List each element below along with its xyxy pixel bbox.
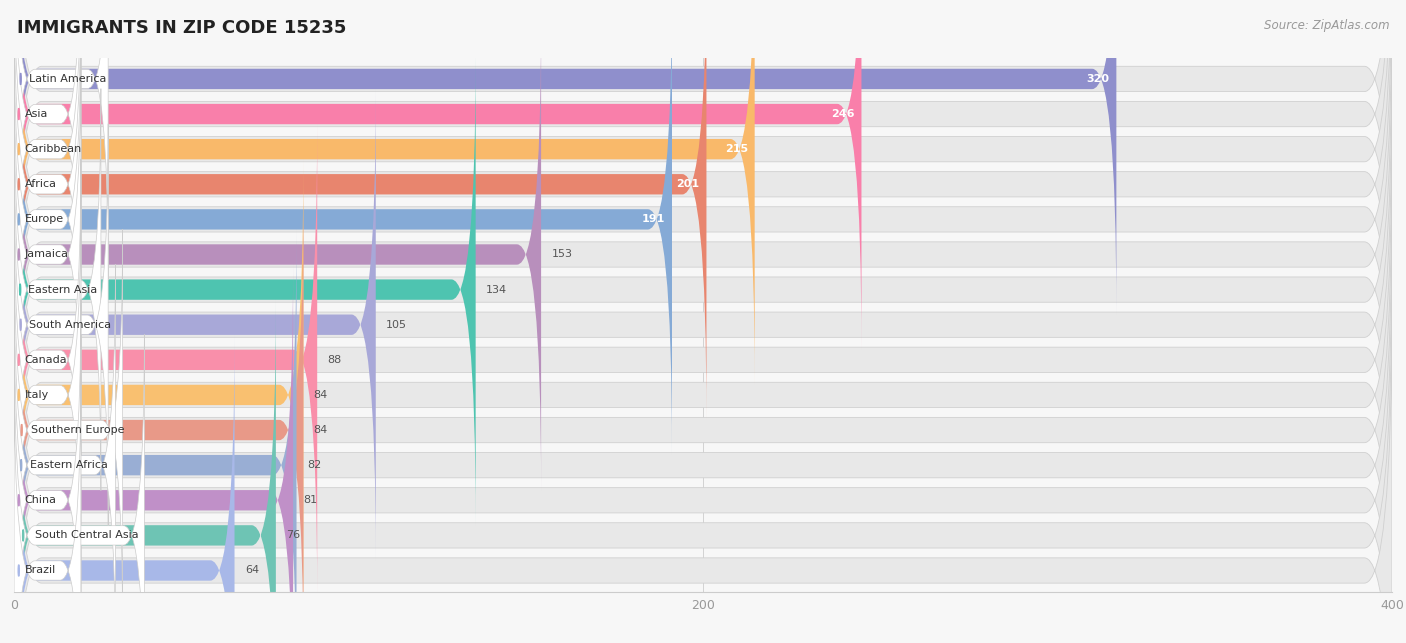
FancyBboxPatch shape [14, 19, 541, 490]
Text: Canada: Canada [25, 355, 67, 365]
FancyBboxPatch shape [14, 91, 1392, 628]
Text: South America: South America [30, 320, 111, 330]
FancyBboxPatch shape [14, 0, 1392, 487]
FancyBboxPatch shape [14, 159, 304, 631]
FancyBboxPatch shape [14, 0, 1392, 417]
FancyBboxPatch shape [14, 0, 82, 385]
Text: 88: 88 [328, 355, 342, 365]
Text: 76: 76 [287, 530, 301, 540]
FancyBboxPatch shape [14, 57, 1392, 593]
FancyBboxPatch shape [14, 21, 1392, 558]
Text: Africa: Africa [25, 179, 56, 189]
Text: Southern Europe: Southern Europe [31, 425, 125, 435]
FancyBboxPatch shape [14, 124, 318, 595]
FancyBboxPatch shape [14, 370, 82, 643]
FancyBboxPatch shape [14, 264, 115, 643]
FancyBboxPatch shape [14, 299, 82, 643]
FancyBboxPatch shape [14, 127, 1392, 643]
FancyBboxPatch shape [14, 0, 1116, 314]
FancyBboxPatch shape [14, 0, 755, 385]
Text: Europe: Europe [25, 214, 63, 224]
Text: 64: 64 [245, 565, 259, 575]
Text: Latin America: Latin America [30, 74, 107, 84]
FancyBboxPatch shape [14, 265, 292, 643]
FancyBboxPatch shape [14, 334, 145, 643]
Text: Jamaica: Jamaica [25, 249, 69, 260]
FancyBboxPatch shape [14, 0, 1392, 347]
FancyBboxPatch shape [14, 123, 108, 526]
Text: 134: 134 [486, 285, 508, 294]
FancyBboxPatch shape [14, 0, 108, 280]
Text: South Central Asia: South Central Asia [35, 530, 139, 540]
FancyBboxPatch shape [14, 159, 82, 561]
FancyBboxPatch shape [14, 197, 1392, 643]
Text: 201: 201 [676, 179, 700, 189]
FancyBboxPatch shape [14, 162, 1392, 643]
Text: China: China [25, 495, 56, 505]
FancyBboxPatch shape [14, 300, 276, 643]
FancyBboxPatch shape [14, 0, 82, 350]
Text: Source: ZipAtlas.com: Source: ZipAtlas.com [1264, 19, 1389, 32]
Text: 105: 105 [387, 320, 408, 330]
FancyBboxPatch shape [14, 0, 672, 455]
Text: 81: 81 [304, 495, 318, 505]
FancyBboxPatch shape [14, 19, 82, 421]
FancyBboxPatch shape [14, 53, 82, 455]
FancyBboxPatch shape [14, 54, 475, 525]
Text: 82: 82 [307, 460, 321, 470]
Text: 153: 153 [551, 249, 572, 260]
FancyBboxPatch shape [14, 0, 82, 315]
FancyBboxPatch shape [14, 267, 1392, 643]
Text: Eastern Africa: Eastern Africa [31, 460, 108, 470]
FancyBboxPatch shape [14, 194, 82, 596]
FancyBboxPatch shape [14, 0, 706, 420]
Text: 246: 246 [831, 109, 855, 119]
FancyBboxPatch shape [14, 302, 1392, 643]
FancyBboxPatch shape [14, 230, 297, 643]
Text: Brazil: Brazil [25, 565, 56, 575]
Text: IMMIGRANTS IN ZIP CODE 15235: IMMIGRANTS IN ZIP CODE 15235 [17, 19, 346, 37]
Text: Asia: Asia [25, 109, 48, 119]
Text: 320: 320 [1087, 74, 1109, 84]
Text: 84: 84 [314, 425, 328, 435]
FancyBboxPatch shape [14, 0, 1392, 453]
FancyBboxPatch shape [14, 0, 1392, 383]
Text: 215: 215 [724, 144, 748, 154]
FancyBboxPatch shape [14, 89, 375, 560]
Text: 191: 191 [641, 214, 665, 224]
FancyBboxPatch shape [14, 194, 304, 643]
FancyBboxPatch shape [14, 232, 1392, 643]
FancyBboxPatch shape [14, 0, 862, 350]
Text: Italy: Italy [25, 390, 49, 400]
FancyBboxPatch shape [14, 229, 122, 631]
Text: 84: 84 [314, 390, 328, 400]
FancyBboxPatch shape [14, 335, 235, 643]
Text: Caribbean: Caribbean [25, 144, 82, 154]
FancyBboxPatch shape [14, 0, 1392, 523]
Text: Eastern Asia: Eastern Asia [28, 285, 97, 294]
FancyBboxPatch shape [14, 89, 101, 491]
